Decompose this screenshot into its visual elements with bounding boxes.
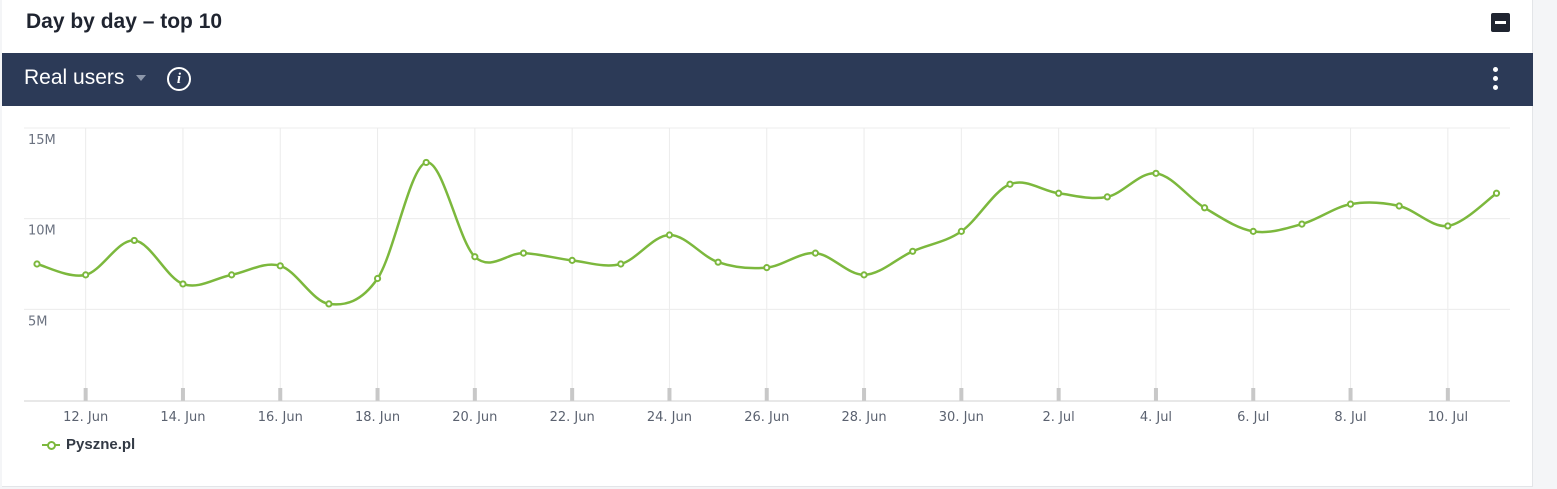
data-point [617, 260, 625, 268]
data-point [909, 247, 917, 255]
x-tick-label: 14. Jun [160, 410, 205, 425]
x-tick-label: 18. Jun [355, 410, 400, 425]
data-point [373, 274, 382, 283]
x-tick-mark [278, 388, 283, 401]
caret-down-icon [136, 75, 147, 81]
x-tick-mark [764, 388, 769, 401]
data-point [1152, 169, 1160, 177]
data-point [422, 158, 430, 167]
metric-dropdown[interactable]: Real users [24, 66, 147, 90]
data-point [665, 231, 674, 239]
vertical-ellipsis-icon[interactable] [1489, 67, 1501, 91]
x-tick-label: 20. Jun [452, 410, 497, 425]
x-tick-label: 8. Jul [1334, 410, 1366, 425]
x-tick-mark [472, 388, 477, 401]
x-tick-mark [667, 388, 672, 401]
x-tick-label: 10. Jul [1428, 410, 1469, 425]
data-point [1346, 200, 1355, 208]
day-by-day-card: Day by day – top 10 Real users i 15M 10M 5… [2, 0, 1533, 487]
x-tick-label: 16. Jun [258, 410, 303, 425]
data-point [811, 249, 820, 257]
x-tick-label: 26. Jun [744, 410, 789, 425]
x-tick-mark [375, 388, 380, 401]
y-tick-label: 5M [28, 314, 48, 329]
x-tick-mark [1348, 388, 1353, 401]
data-point [130, 236, 138, 245]
x-tick-label: 30. Jun [939, 410, 984, 425]
legend-marker-icon [42, 439, 60, 451]
legend-label: Pyszne.pl [66, 436, 136, 453]
x-tick-mark [862, 388, 867, 401]
chart-toolbar: Real users i [2, 53, 1533, 106]
x-tick-mark [180, 388, 185, 401]
data-point [179, 280, 187, 288]
data-point [82, 271, 90, 279]
data-point [1492, 189, 1501, 197]
data-point [1103, 193, 1111, 201]
data-point [1298, 220, 1306, 228]
x-tick-mark [1153, 388, 1158, 401]
x-tick-mark [1251, 388, 1256, 401]
data-point [276, 262, 284, 270]
data-point [1055, 189, 1063, 197]
data-point [957, 227, 965, 235]
data-point [325, 300, 333, 308]
line-chart: 15M 10M 5M 12. Jun 14. Jun 16. Jun 18. Jun 20. … [24, 127, 1510, 425]
data-point [228, 271, 236, 279]
metric-label: Real users [24, 66, 125, 89]
x-tick-mark [1056, 388, 1061, 401]
data-point [568, 256, 576, 264]
data-point [1395, 202, 1403, 210]
x-tick-mark [83, 388, 88, 401]
x-tick-label: 6. Jul [1237, 410, 1269, 425]
data-point [471, 253, 479, 261]
x-tick-label: 24. Jun [647, 410, 692, 425]
data-point [763, 264, 771, 272]
y-tick-label: 15M [28, 133, 56, 148]
data-point [1201, 204, 1209, 212]
x-tick-label: 22. Jun [550, 410, 595, 425]
card-title: Day by day – top 10 [26, 10, 223, 33]
info-circle-icon[interactable]: i [167, 67, 191, 91]
minus-square-icon[interactable] [1491, 13, 1510, 32]
data-point [1444, 222, 1452, 230]
x-tick-label: 4. Jul [1140, 410, 1172, 425]
x-tick-mark [1445, 388, 1450, 401]
x-tick-label: 28. Jun [841, 410, 886, 425]
y-tick-label: 10M [28, 224, 56, 239]
x-tick-label: 2. Jul [1043, 410, 1075, 425]
data-point [714, 258, 722, 266]
data-point [33, 260, 41, 268]
x-tick-mark [959, 388, 964, 401]
x-tick-label: 12. Jun [63, 410, 108, 425]
data-point [1006, 180, 1014, 188]
x-tick-mark [570, 388, 575, 401]
data-point [860, 271, 868, 279]
legend-item-pyszne[interactable]: Pyszne.pl [42, 436, 135, 453]
data-point [1249, 227, 1257, 235]
data-point [519, 249, 528, 257]
